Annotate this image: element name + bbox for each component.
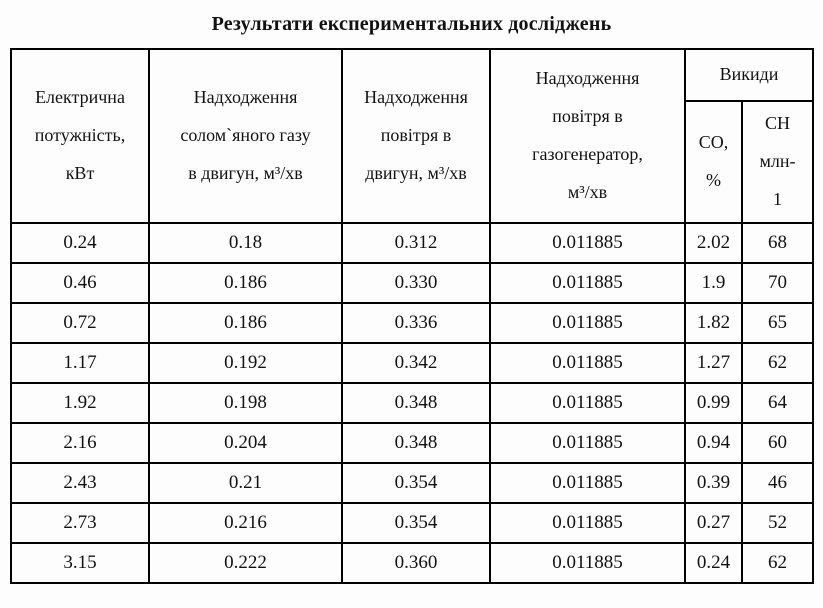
cell-engine-air: 0.336 xyxy=(341,302,491,344)
cell-straw-gas: 0.21 xyxy=(148,462,343,504)
cell-ch: 65 xyxy=(741,302,814,344)
header-emissions-group: Викиди xyxy=(684,48,814,102)
header-row-top: Електрична потужність, кВт Надходження с… xyxy=(10,48,814,224)
cell-ch: 60 xyxy=(741,422,814,464)
cell-co: 0.94 xyxy=(684,422,743,464)
cell-engine-air: 0.354 xyxy=(341,502,491,544)
header-gasifier-air-intake: Надходження повітря в газогенератор, м³/… xyxy=(489,48,686,224)
page-title: Результати експериментальних досліджень xyxy=(211,13,612,35)
header-electric-power: Електрична потужність, кВт xyxy=(10,48,150,224)
cell-ch: 62 xyxy=(741,342,814,384)
results-table: Електрична потужність, кВт Надходження с… xyxy=(10,48,814,584)
cell-power: 1.92 xyxy=(10,382,150,424)
cell-gasifier-air: 0.011885 xyxy=(489,262,686,304)
cell-gasifier-air: 0.011885 xyxy=(489,382,686,424)
header-row-sub: CO, % CH млн- 1 xyxy=(11,100,814,224)
header-ch: CH млн- 1 xyxy=(741,100,814,224)
table-header: Електрична потужність, кВт Надходження с… xyxy=(10,48,814,224)
cell-co: 1.9 xyxy=(684,262,743,304)
cell-engine-air: 0.354 xyxy=(341,462,491,504)
cell-power: 1.17 xyxy=(10,342,150,384)
cell-ch: 46 xyxy=(741,462,814,504)
table-row: 2.43 0.21 0.354 0.011885 0.39 46 xyxy=(10,462,814,504)
cell-straw-gas: 0.18 xyxy=(148,222,343,264)
cell-power: 0.46 xyxy=(10,262,150,304)
cell-gasifier-air: 0.011885 xyxy=(489,422,686,464)
cell-power: 3.15 xyxy=(10,542,150,584)
table-row: 1.92 0.198 0.348 0.011885 0.99 64 xyxy=(10,382,814,424)
cell-straw-gas: 0.186 xyxy=(148,262,343,304)
cell-power: 2.16 xyxy=(10,422,150,464)
cell-straw-gas: 0.186 xyxy=(148,302,343,344)
cell-ch: 52 xyxy=(741,502,814,544)
cell-power: 2.73 xyxy=(10,502,150,544)
cell-straw-gas: 0.192 xyxy=(148,342,343,384)
cell-co: 1.82 xyxy=(684,302,743,344)
cell-co: 2.02 xyxy=(684,222,743,264)
table-row: 0.46 0.186 0.330 0.011885 1.9 70 xyxy=(10,262,814,304)
cell-engine-air: 0.360 xyxy=(341,542,491,584)
table-row: 3.15 0.222 0.360 0.011885 0.24 62 xyxy=(10,542,814,584)
table-row: 2.73 0.216 0.354 0.011885 0.27 52 xyxy=(10,502,814,544)
header-co: CO, % xyxy=(684,100,743,224)
cell-co: 1.27 xyxy=(684,342,743,384)
cell-gasifier-air: 0.011885 xyxy=(489,222,686,264)
cell-power: 0.24 xyxy=(10,222,150,264)
cell-co: 0.27 xyxy=(684,502,743,544)
cell-ch: 70 xyxy=(741,262,814,304)
cell-gasifier-air: 0.011885 xyxy=(489,502,686,544)
cell-engine-air: 0.348 xyxy=(341,422,491,464)
cell-co: 0.39 xyxy=(684,462,743,504)
table-row: 2.16 0.204 0.348 0.011885 0.94 60 xyxy=(10,422,814,464)
cell-gasifier-air: 0.011885 xyxy=(489,542,686,584)
cell-engine-air: 0.312 xyxy=(341,222,491,264)
cell-straw-gas: 0.204 xyxy=(148,422,343,464)
cell-co: 0.99 xyxy=(684,382,743,424)
cell-engine-air: 0.348 xyxy=(341,382,491,424)
table-row: 0.72 0.186 0.336 0.011885 1.82 65 xyxy=(10,302,814,344)
table-row: 0.24 0.18 0.312 0.011885 2.02 68 xyxy=(10,222,814,264)
cell-co: 0.24 xyxy=(684,542,743,584)
cell-straw-gas: 0.216 xyxy=(148,502,343,544)
cell-straw-gas: 0.198 xyxy=(148,382,343,424)
cell-engine-air: 0.330 xyxy=(341,262,491,304)
cell-ch: 62 xyxy=(741,542,814,584)
cell-ch: 64 xyxy=(741,382,814,424)
cell-gasifier-air: 0.011885 xyxy=(489,302,686,344)
header-straw-gas-intake: Надходження солом`яного газу в двигун, м… xyxy=(148,48,343,224)
cell-straw-gas: 0.222 xyxy=(148,542,343,584)
table-body: 0.24 0.18 0.312 0.011885 2.02 68 0.46 0.… xyxy=(10,222,814,584)
cell-power: 0.72 xyxy=(10,302,150,344)
cell-ch: 68 xyxy=(741,222,814,264)
cell-engine-air: 0.342 xyxy=(341,342,491,384)
cell-gasifier-air: 0.011885 xyxy=(489,342,686,384)
cell-gasifier-air: 0.011885 xyxy=(489,462,686,504)
header-engine-air-intake: Надходження повітря в двигун, м³/хв xyxy=(341,48,491,224)
cell-power: 2.43 xyxy=(10,462,150,504)
table-row: 1.17 0.192 0.342 0.011885 1.27 62 xyxy=(10,342,814,384)
